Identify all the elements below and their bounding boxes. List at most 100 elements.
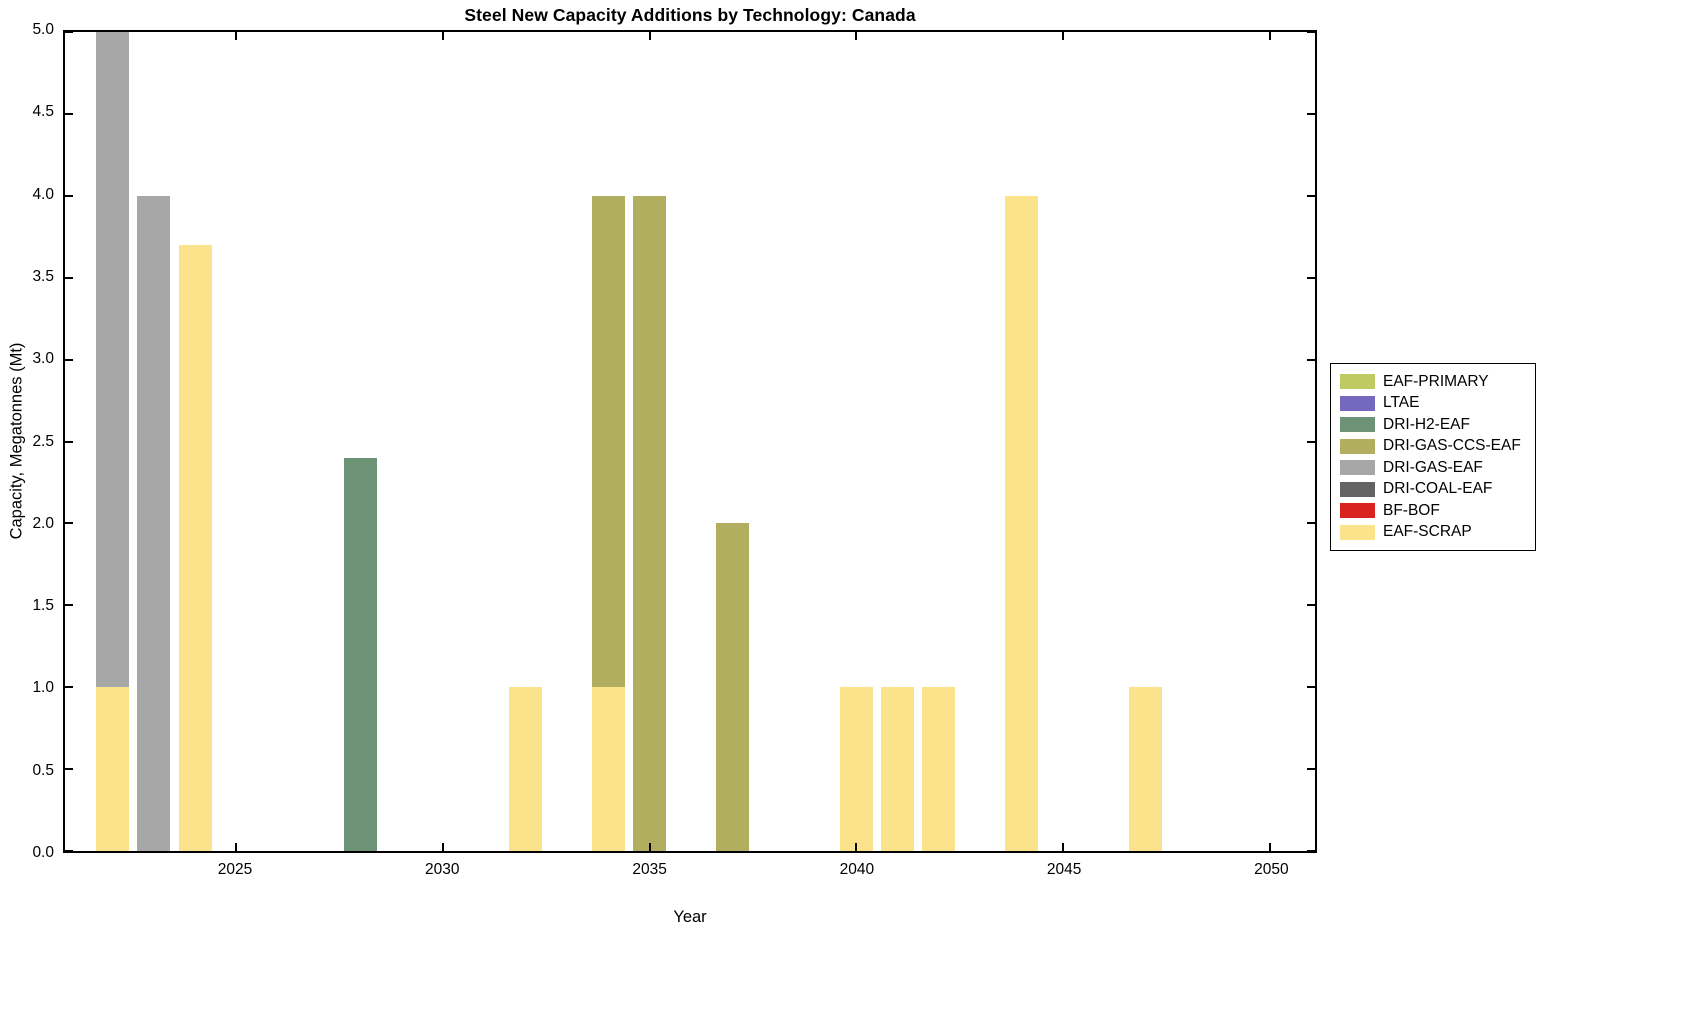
legend-swatch-icon [1340, 524, 1375, 540]
y-tick-mark [1307, 276, 1315, 279]
bar-segment-eaf-scrap [509, 687, 543, 851]
y-tick-label: 0.5 [32, 761, 54, 779]
x-tick-mark [1061, 32, 1064, 40]
y-tick-label: 2.0 [32, 514, 54, 532]
legend-entry-dri-coal-eaf: DRI-COAL-EAF [1340, 479, 1521, 501]
bar-segment-eaf-scrap [95, 687, 130, 851]
y-tick-label: 0.0 [32, 844, 54, 861]
x-tick-label: 2035 [632, 861, 667, 878]
legend-swatch-icon [1340, 460, 1375, 476]
legend-swatch-icon [1340, 417, 1375, 433]
x-tick-mark [235, 843, 238, 851]
x-tick-label: 2025 [217, 861, 253, 878]
bar-segment-dri-h2-eaf [343, 457, 377, 851]
bar-2035 [633, 32, 667, 851]
x-tick-label: 2045 [1046, 861, 1082, 878]
legend-label: EAF-PRIMARY [1383, 372, 1489, 390]
legend-label: DRI-H2-EAF [1383, 415, 1470, 433]
chart-title: Steel New Capacity Additions by Technolo… [464, 5, 916, 25]
bar-2037 [715, 32, 749, 851]
plot-area [63, 30, 1317, 853]
y-tick-mark [65, 522, 73, 525]
bar-segment-eaf-scrap [1005, 195, 1039, 851]
legend-swatch-icon [1340, 395, 1375, 411]
legend-swatch-icon [1340, 374, 1375, 390]
y-tick-mark [1307, 768, 1315, 771]
y-tick-mark [1307, 358, 1315, 361]
bar-segment-eaf-scrap [839, 687, 873, 851]
legend-entry-dri-gas-ccs-eaf: DRI-GAS-CCS-EAF [1340, 436, 1521, 458]
y-tick-mark [1307, 440, 1315, 443]
y-tick-mark [65, 194, 73, 197]
y-tick-mark [65, 768, 73, 771]
bar-2022 [95, 32, 130, 851]
x-tick-mark [648, 843, 651, 851]
y-tick-label: 2.5 [32, 432, 54, 450]
x-tick-mark [648, 32, 651, 40]
y-tick-mark [65, 440, 73, 443]
x-tick-label: 2040 [839, 861, 875, 878]
legend-swatch-icon [1340, 481, 1375, 497]
x-tick-mark [235, 32, 238, 40]
bar-2047 [1129, 32, 1163, 851]
y-tick-label: 4.0 [32, 185, 54, 203]
y-tick-mark [65, 112, 73, 115]
y-tick-label: 5.0 [32, 21, 54, 38]
x-tick-mark [1061, 843, 1064, 851]
bar-segment-eaf-scrap [881, 687, 915, 851]
x-axis-label: Year [673, 908, 707, 926]
legend-label: EAF-SCRAP [1383, 523, 1472, 541]
legend-entry-dri-gas-eaf: DRI-GAS-EAF [1340, 457, 1521, 479]
legend-label: DRI-COAL-EAF [1383, 480, 1493, 498]
bar-2041 [881, 32, 915, 851]
y-tick-mark [65, 276, 73, 279]
y-tick-mark [65, 686, 73, 689]
bar-2040 [839, 32, 873, 851]
x-tick-label: 2050 [1254, 861, 1289, 878]
y-tick-labels: 0.0 0.5 1.0 1.5 2.0 2.5 3.0 3.5 4.0 4.5 5.0 [4, 21, 54, 861]
y-tick-mark [65, 850, 73, 851]
x-tick-mark [1268, 32, 1271, 40]
legend-label: LTAE [1383, 394, 1420, 412]
y-tick-mark [1307, 850, 1315, 851]
bar-segment-dri-gas-eaf [137, 195, 171, 851]
x-tick-mark [855, 843, 858, 851]
y-tick-mark [65, 32, 73, 33]
y-tick-mark [1307, 604, 1315, 607]
legend-entry-ltae: LTAE [1340, 393, 1521, 415]
y-tick-mark [1307, 686, 1315, 689]
x-tick-mark [855, 32, 858, 40]
y-tick-mark [1307, 194, 1315, 197]
y-tick-mark [65, 358, 73, 361]
x-tick-mark [442, 843, 445, 851]
y-tick-label: 4.5 [32, 103, 54, 121]
x-tick-mark [1268, 843, 1271, 851]
bar-segment-dri-gas-ccs-eaf [633, 195, 667, 851]
bar-2042 [922, 32, 956, 851]
y-tick-label: 1.5 [32, 597, 54, 615]
bar-2023 [137, 32, 171, 851]
bar-2032 [509, 32, 543, 851]
y-tick-mark [1307, 522, 1315, 525]
y-tick-mark [65, 604, 73, 607]
legend-entry-eaf-scrap: EAF-SCRAP [1340, 522, 1521, 544]
y-tick-label: 1.0 [32, 679, 54, 697]
legend-swatch-icon [1340, 438, 1375, 454]
x-tick-label: 2030 [425, 861, 460, 878]
bar-2028 [343, 32, 377, 851]
y-tick-mark [1307, 112, 1315, 115]
bar-segment-eaf-scrap [922, 687, 956, 851]
x-tick-mark [442, 32, 445, 40]
bar-2024 [178, 32, 212, 851]
y-tick-mark [1307, 32, 1315, 33]
legend: EAF-PRIMARY LTAE DRI-H2-EAF DRI-GAS-CCS-EAF… [1330, 363, 1536, 551]
bar-segment-dri-gas-eaf [95, 32, 130, 688]
legend-swatch-icon [1340, 503, 1375, 519]
y-tick-label: 3.0 [32, 350, 54, 368]
bar-2044 [1005, 32, 1039, 851]
legend-label: BF-BOF [1383, 501, 1440, 519]
bar-segment-dri-gas-ccs-eaf [591, 195, 625, 688]
bar-segment-dri-gas-ccs-eaf [715, 523, 749, 851]
bar-segment-eaf-scrap [591, 687, 625, 851]
